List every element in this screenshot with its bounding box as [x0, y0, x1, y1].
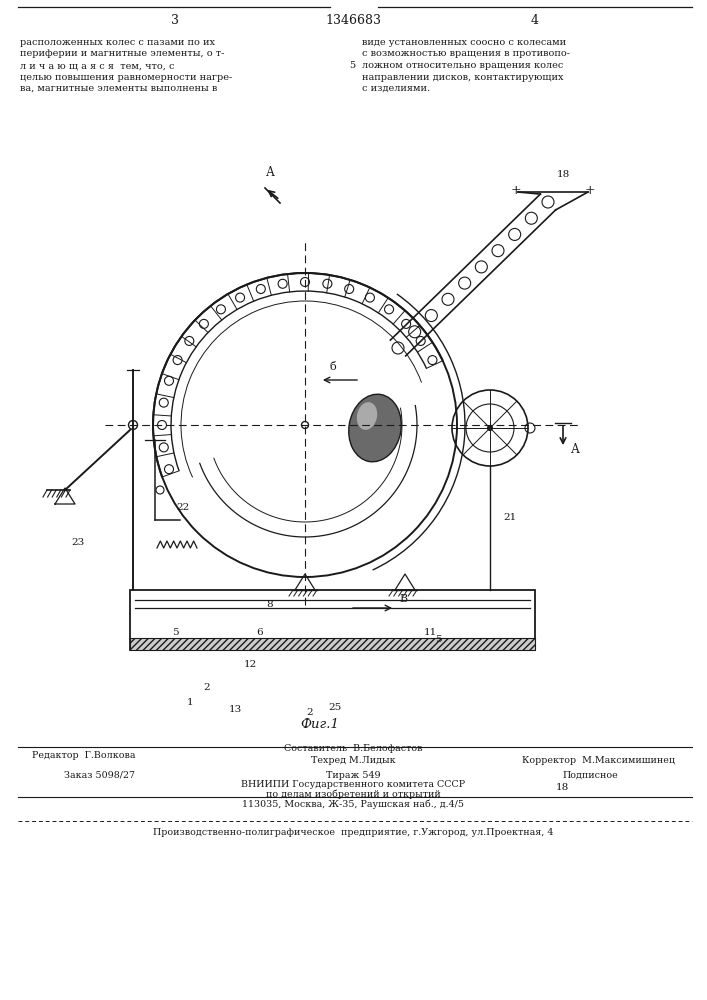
Ellipse shape [349, 394, 402, 462]
Text: по делам изобретений и открытий: по делам изобретений и открытий [266, 790, 440, 799]
Text: ва, магнитные элементы выполнены в: ва, магнитные элементы выполнены в [20, 84, 217, 93]
Bar [130, 590, 535, 650]
Text: расположенных колес с пазами по их: расположенных колес с пазами по их [20, 38, 215, 47]
Text: А: А [266, 166, 274, 179]
Text: 25: 25 [328, 703, 341, 712]
Text: 11: 11 [423, 628, 437, 637]
Text: направлении дисков, контактирующих: направлении дисков, контактирующих [362, 73, 563, 82]
Text: б: б [329, 362, 337, 372]
Text: л и ч а ю щ а я с я  тем, что, с: л и ч а ю щ а я с я тем, что, с [20, 61, 175, 70]
Text: Техред М.Лидык: Техред М.Лидык [310, 756, 395, 765]
Text: Фиг.1: Фиг.1 [300, 718, 339, 731]
Text: 1: 1 [187, 698, 193, 707]
Text: Редактор  Г.Волкова: Редактор Г.Волкова [32, 751, 136, 760]
Circle shape [129, 420, 137, 430]
Text: 1346683: 1346683 [325, 14, 381, 27]
Circle shape [301, 422, 308, 428]
Bar [130, 638, 535, 650]
Text: Составитель  В.Белофастов: Составитель В.Белофастов [284, 744, 422, 753]
Ellipse shape [357, 402, 378, 430]
Text: 4: 4 [531, 14, 539, 27]
Text: Заказ 5098/27: Заказ 5098/27 [64, 771, 136, 780]
Circle shape [488, 426, 493, 430]
Text: 18: 18 [556, 783, 568, 792]
Text: 8: 8 [267, 600, 274, 609]
Text: 13: 13 [228, 705, 242, 714]
Text: В: В [399, 594, 407, 604]
Text: Тираж 549: Тираж 549 [326, 771, 380, 780]
Text: 6: 6 [257, 628, 263, 637]
Text: 113035, Москва, Ж-35, Раушская наб., д.4/5: 113035, Москва, Ж-35, Раушская наб., д.4… [242, 800, 464, 809]
Text: +: + [510, 184, 521, 198]
Text: 22: 22 [176, 503, 189, 512]
Text: Производственно-полиграфическое  предприятие, г.Ужгород, ул.Проектная, 4: Производственно-полиграфическое предприя… [153, 828, 553, 837]
Text: 5: 5 [172, 628, 178, 637]
Text: 2: 2 [204, 683, 210, 692]
Text: Корректор  М.Максимишинец: Корректор М.Максимишинец [522, 756, 674, 765]
Text: ВНИИПИ Государственного комитета СССР: ВНИИПИ Государственного комитета СССР [241, 780, 465, 789]
Text: 2: 2 [307, 708, 313, 717]
Text: 12: 12 [243, 660, 257, 669]
Text: ложном относительно вращения колес: ложном относительно вращения колес [362, 61, 563, 70]
Text: 21: 21 [503, 513, 517, 522]
Text: 3: 3 [171, 14, 179, 27]
Text: +: + [585, 184, 595, 198]
Text: 23: 23 [71, 538, 85, 547]
Text: 18: 18 [556, 170, 570, 179]
Text: А: А [571, 443, 580, 456]
Text: Подписное: Подписное [562, 771, 618, 780]
Text: с изделиями.: с изделиями. [362, 84, 430, 93]
Text: периферии и магнитные элементы, о т-: периферии и магнитные элементы, о т- [20, 49, 224, 58]
Text: 5: 5 [349, 61, 355, 70]
Text: виде установленных соосно с колесами: виде установленных соосно с колесами [362, 38, 566, 47]
Text: с возможностью вращения в противопо-: с возможностью вращения в противопо- [362, 49, 570, 58]
Text: 5: 5 [435, 635, 441, 644]
Text: целью повышения равномерности нагре-: целью повышения равномерности нагре- [20, 73, 233, 82]
